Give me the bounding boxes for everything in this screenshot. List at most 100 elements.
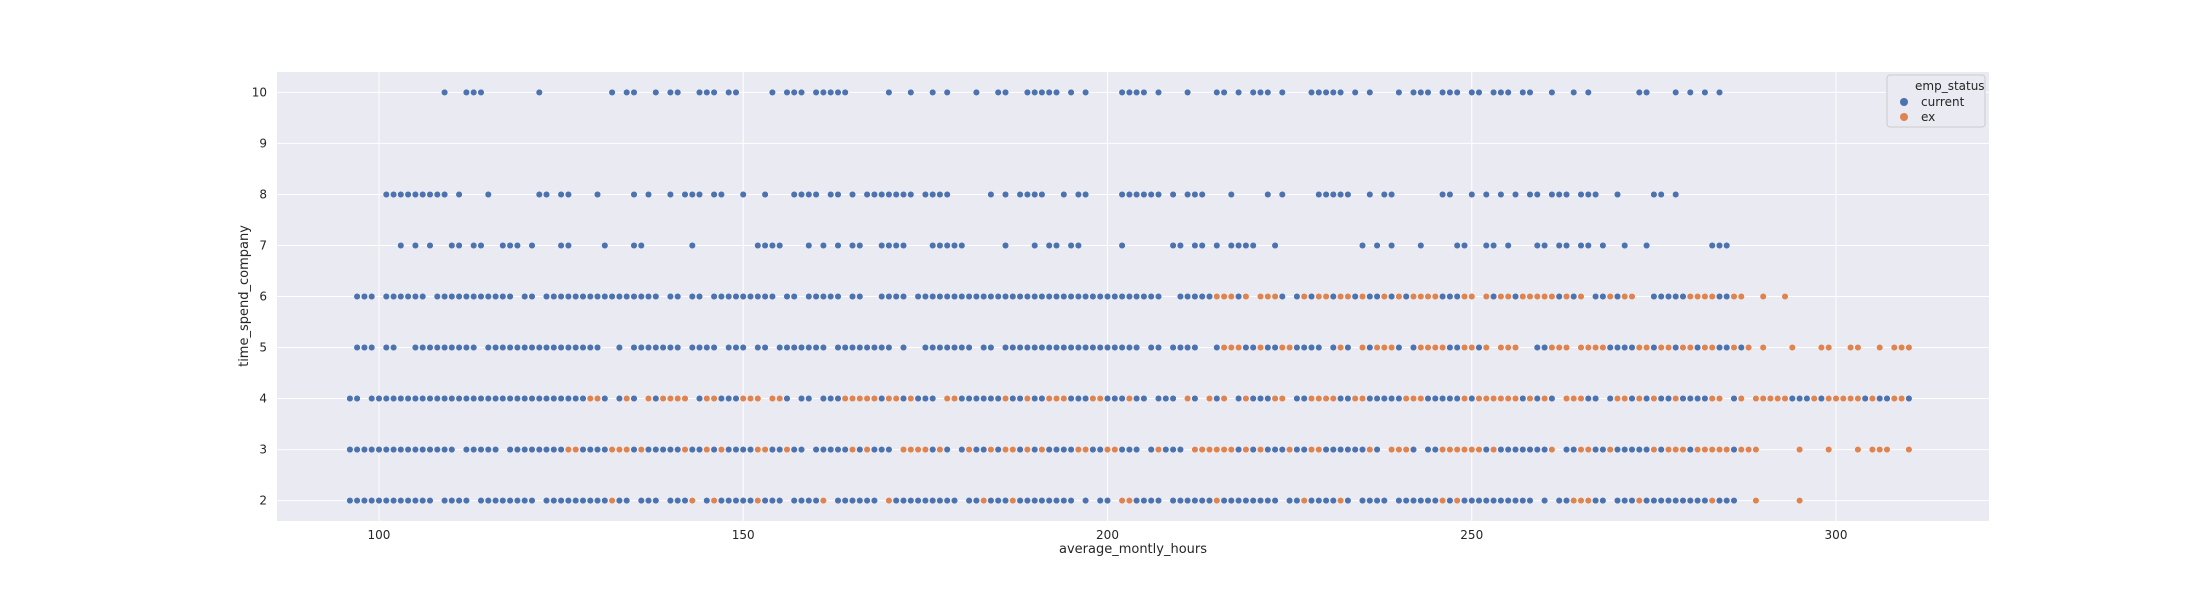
point-current xyxy=(1366,497,1374,505)
point-current xyxy=(980,292,988,301)
point-current xyxy=(761,190,769,199)
point-current xyxy=(1235,241,1243,250)
point-current xyxy=(390,190,398,199)
point-ex xyxy=(1431,292,1439,301)
point-current xyxy=(1366,394,1374,403)
point-current xyxy=(397,241,405,250)
point-current xyxy=(783,292,791,301)
point-ex xyxy=(1220,343,1228,352)
point-ex xyxy=(1504,292,1512,301)
point-current xyxy=(1235,497,1243,505)
point-current xyxy=(666,497,674,505)
point-current xyxy=(630,446,638,454)
point-ex xyxy=(754,446,762,454)
point-ex xyxy=(1154,446,1163,454)
point-current xyxy=(1475,343,1483,352)
point-ex xyxy=(1708,343,1716,352)
legend-marker-ex xyxy=(1900,113,1908,121)
point-current xyxy=(1176,343,1184,352)
point-current xyxy=(1118,190,1126,199)
point-ex xyxy=(1460,343,1469,352)
y-tick-label: 6 xyxy=(259,290,267,304)
point-current xyxy=(1715,497,1724,505)
point-ex xyxy=(1562,343,1571,352)
legend-label-ex: ex xyxy=(1921,110,1935,124)
point-ex xyxy=(623,394,631,403)
point-current xyxy=(579,497,587,505)
point-current xyxy=(1278,190,1286,199)
point-current xyxy=(1315,497,1323,505)
point-current xyxy=(477,394,485,403)
point-current xyxy=(834,446,842,454)
point-ex xyxy=(987,446,995,454)
point-ex xyxy=(1001,394,1010,403)
point-current xyxy=(1388,292,1396,301)
point-current xyxy=(1905,394,1913,403)
point-current xyxy=(1249,343,1257,352)
point-current xyxy=(1213,394,1221,403)
point-current xyxy=(1497,497,1505,505)
point-current xyxy=(1154,497,1163,505)
point-current xyxy=(419,190,427,199)
point-current xyxy=(535,88,543,96)
point-current xyxy=(921,497,929,505)
point-ex xyxy=(1023,394,1031,403)
point-current xyxy=(1293,394,1301,403)
point-current xyxy=(1154,394,1163,403)
point-current xyxy=(972,88,980,96)
point-current xyxy=(885,190,893,199)
point-current xyxy=(1526,88,1534,96)
point-current xyxy=(484,190,492,199)
point-current xyxy=(455,394,463,403)
point-current xyxy=(681,190,689,199)
point-current xyxy=(921,394,929,403)
point-ex xyxy=(1708,446,1716,454)
point-current xyxy=(1584,394,1592,403)
legend-frame xyxy=(1886,74,1986,128)
point-current xyxy=(1482,241,1490,250)
point-current xyxy=(1001,190,1010,199)
point-current xyxy=(1227,497,1235,505)
point-current xyxy=(1162,446,1170,454)
point-current xyxy=(492,446,500,454)
point-current xyxy=(746,446,755,454)
point-ex xyxy=(1606,446,1614,454)
point-current xyxy=(1082,497,1090,505)
point-current xyxy=(1657,394,1665,403)
point-current xyxy=(637,241,645,250)
point-current xyxy=(717,292,725,301)
point-current xyxy=(1264,190,1272,199)
point-current xyxy=(797,190,806,199)
point-current xyxy=(1133,292,1141,301)
point-current xyxy=(1599,446,1607,454)
point-current xyxy=(1074,292,1082,301)
point-current xyxy=(1388,394,1396,403)
point-current xyxy=(1439,394,1447,403)
point-ex xyxy=(1664,446,1673,454)
point-current xyxy=(695,394,704,403)
point-current xyxy=(819,292,827,301)
point-ex xyxy=(965,446,973,454)
point-current xyxy=(1213,241,1221,250)
point-current xyxy=(761,292,769,301)
point-current xyxy=(1358,446,1367,454)
point-ex xyxy=(1118,497,1126,505)
point-current xyxy=(1446,394,1454,403)
point-current xyxy=(382,343,390,352)
point-current xyxy=(368,292,376,301)
point-current xyxy=(827,88,835,96)
point-current xyxy=(1184,497,1192,505)
point-current xyxy=(856,497,864,505)
point-current xyxy=(1045,446,1053,454)
point-current xyxy=(1453,292,1461,301)
point-current xyxy=(579,446,587,454)
point-current xyxy=(455,497,463,505)
point-ex xyxy=(1599,343,1607,352)
point-current xyxy=(1650,497,1658,505)
point-current xyxy=(761,241,769,250)
point-current xyxy=(1511,190,1520,199)
point-ex xyxy=(1737,394,1745,403)
point-current xyxy=(1140,292,1148,301)
point-current xyxy=(892,497,900,505)
point-current xyxy=(1001,88,1010,96)
